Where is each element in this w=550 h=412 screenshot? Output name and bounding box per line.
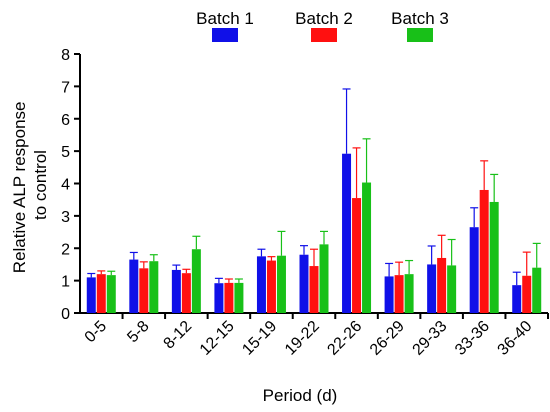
bar (266, 260, 276, 313)
x-tick-label: 12-15 (197, 318, 238, 359)
y-axis: 0 1 2 3 4 5 6 7 8 (61, 47, 81, 323)
y-tick-label: 1 (61, 274, 70, 291)
bar (362, 182, 372, 313)
y-tick-label: 7 (61, 79, 70, 96)
y-tick-label: 4 (61, 177, 70, 194)
bar (191, 249, 201, 313)
x-tick-label: 8-12 (161, 318, 196, 353)
bar (437, 257, 447, 313)
x-tick-label: 15-19 (239, 318, 280, 359)
bar (352, 198, 362, 313)
x-axis: 0-5 5-8 8-12 12-15 15-19 19-22 22-26 26-29 29-33… (80, 312, 549, 359)
bar (106, 275, 116, 313)
x-tick-label: 5-8 (124, 318, 152, 346)
bar (532, 267, 542, 313)
bar (479, 189, 489, 313)
bars (86, 153, 542, 313)
x-tick-label: 33-36 (452, 318, 493, 359)
y-tick-label: 0 (61, 306, 70, 323)
bar (512, 285, 522, 313)
x-tick-label: 0-5 (82, 318, 110, 346)
y-tick-label: 5 (61, 144, 70, 161)
bar (139, 268, 149, 313)
y-tick-label: 8 (61, 47, 70, 64)
bar (342, 153, 352, 313)
legend: Batch 1 Batch 2 Batch 3 (196, 9, 449, 42)
bar (129, 259, 139, 313)
bar (299, 254, 309, 313)
bar (256, 256, 266, 313)
bar (489, 201, 499, 313)
bar (309, 266, 319, 313)
legend-swatch (311, 28, 337, 42)
bar (394, 275, 404, 313)
bar (384, 276, 394, 313)
bar (319, 244, 329, 313)
x-tick-label: 22-26 (324, 318, 365, 359)
bar (224, 282, 234, 313)
legend-swatch (212, 28, 238, 42)
y-axis-title-line-1: Relative ALP response (10, 102, 29, 274)
bar (522, 275, 532, 313)
legend-label: Batch 1 (196, 9, 254, 28)
error-bars (87, 88, 541, 286)
bar (149, 261, 159, 313)
bar (427, 264, 437, 313)
legend-label: Batch 2 (295, 9, 353, 28)
bar (86, 277, 96, 313)
bar (181, 273, 191, 313)
y-tick-label: 2 (61, 241, 70, 258)
bar (214, 283, 224, 313)
bar (447, 265, 457, 313)
bar (404, 274, 414, 313)
x-tick-label: 29-33 (410, 318, 451, 359)
y-tick-label: 3 (61, 209, 70, 226)
y-axis-title: Relative ALP response to control (10, 97, 50, 273)
legend-label: Batch 3 (391, 9, 449, 28)
x-tick-label: 36-40 (495, 318, 536, 359)
y-axis-title-line-2: to control (31, 150, 50, 220)
bar (96, 274, 106, 313)
x-tick-label: 26-29 (367, 318, 408, 359)
bar (171, 269, 181, 313)
y-tick-label: 6 (61, 112, 70, 129)
bar (276, 255, 286, 313)
bar (234, 282, 244, 313)
legend-swatch (407, 28, 433, 42)
x-axis-title: Period (d) (263, 386, 338, 405)
x-tick-label: 19-22 (282, 318, 323, 359)
bar (469, 227, 479, 313)
